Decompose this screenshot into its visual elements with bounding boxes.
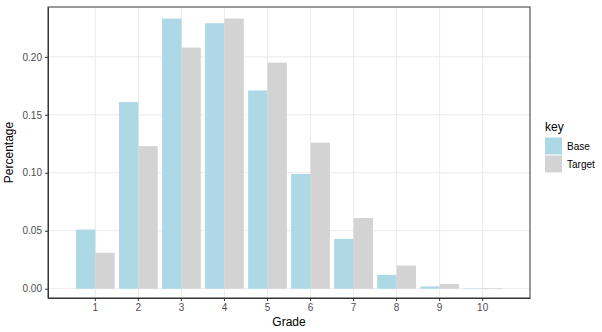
y-axis-title: Percentage — [2, 121, 16, 183]
panel-background — [48, 7, 530, 298]
bar — [224, 19, 243, 289]
bar — [334, 239, 353, 289]
x-axis-title: Grade — [272, 315, 306, 329]
bar — [162, 19, 181, 289]
tick: 4 — [222, 298, 228, 313]
bar — [291, 174, 310, 289]
tick: 9 — [437, 298, 443, 313]
tick-mark — [45, 57, 48, 58]
tick-mark — [224, 298, 225, 301]
chart: 1 2 3 4 5 6 7 8 9 10 0.00 0.05 0.10 0.15 0.20 Grade Perc… — [0, 0, 602, 332]
tick-mark — [95, 298, 96, 301]
tick: 3 — [179, 298, 185, 313]
bar — [354, 218, 373, 289]
tick-label: 10 — [477, 302, 489, 313]
legend-title: key — [545, 120, 564, 134]
tick-mark — [45, 289, 48, 290]
y-axis: 0.00 0.05 0.10 0.15 0.20 — [23, 8, 49, 299]
tick-mark — [396, 298, 397, 301]
tick: 0.00 — [23, 283, 48, 294]
bar — [248, 90, 267, 288]
grid — [48, 7, 530, 298]
legend-label: Base — [567, 141, 590, 152]
tick: 8 — [394, 298, 400, 313]
bar — [76, 230, 95, 289]
tick: 0.10 — [23, 167, 48, 178]
tick-label: 5 — [265, 302, 271, 313]
x-axis: 1 2 3 4 5 6 7 8 9 10 — [49, 298, 531, 313]
tick: 2 — [136, 298, 142, 313]
tick-label: 7 — [351, 302, 357, 313]
tick-label: 4 — [222, 302, 228, 313]
tick-mark — [267, 298, 268, 301]
bar — [311, 143, 330, 289]
tick-label: 0.10 — [23, 167, 43, 178]
tick-mark — [310, 298, 311, 301]
tick-mark — [45, 173, 48, 174]
tick: 6 — [308, 298, 314, 313]
tick-label: 0.15 — [23, 110, 43, 121]
legend-label: Target — [567, 159, 595, 170]
tick-label: 0.05 — [23, 225, 43, 236]
tick: 1 — [93, 298, 99, 313]
tick-label: 0.00 — [23, 283, 43, 294]
bar — [440, 284, 459, 289]
bar — [463, 288, 482, 289]
tick-label: 2 — [136, 302, 142, 313]
tick: 0.20 — [23, 52, 48, 63]
tick-mark — [138, 298, 139, 301]
bar — [181, 48, 200, 289]
tick-label: 9 — [437, 302, 443, 313]
tick-label: 3 — [179, 302, 185, 313]
tick: 0.15 — [23, 110, 48, 121]
tick-label: 0.20 — [23, 52, 43, 63]
tick-mark — [482, 298, 483, 301]
tick-mark — [45, 231, 48, 232]
bar — [119, 102, 138, 289]
bar — [205, 23, 224, 288]
tick-label: 8 — [394, 302, 400, 313]
grid-line — [482, 7, 483, 298]
bar — [95, 253, 114, 289]
bar — [483, 288, 502, 290]
panel-border — [48, 7, 530, 298]
bar — [267, 63, 286, 289]
tick-label: 1 — [93, 302, 99, 313]
legend-swatch — [545, 138, 562, 155]
axis-line — [49, 298, 531, 299]
tick-mark — [181, 298, 182, 301]
tick: 10 — [477, 298, 489, 313]
tick-label: 6 — [308, 302, 314, 313]
plot: 1 2 3 4 5 6 7 8 9 10 0.00 0.05 0.10 0.15 0.20 — [23, 7, 531, 313]
tick-mark — [353, 298, 354, 301]
bar — [420, 286, 439, 288]
tick-mark — [45, 115, 48, 116]
grid-line — [396, 7, 397, 298]
bar — [138, 146, 157, 289]
bar — [397, 266, 416, 289]
grid-line — [48, 56, 530, 57]
tick: 5 — [265, 298, 271, 313]
grid-line — [439, 7, 440, 298]
axis-line — [48, 8, 49, 299]
tick: 0.05 — [23, 225, 48, 236]
tick-mark — [439, 298, 440, 301]
legend-swatch — [545, 156, 562, 173]
legend: keyBase Target — [545, 120, 595, 173]
tick: 7 — [351, 298, 357, 313]
bar — [377, 275, 396, 289]
bars — [76, 19, 502, 289]
